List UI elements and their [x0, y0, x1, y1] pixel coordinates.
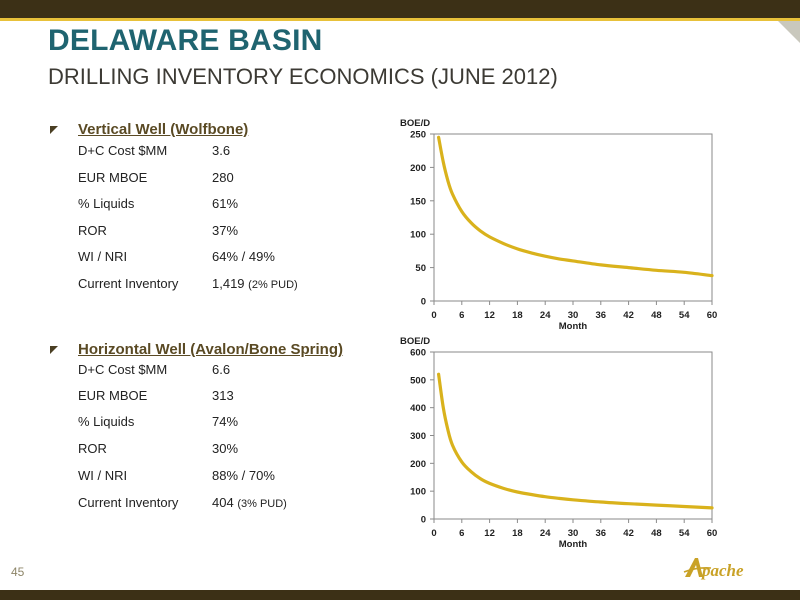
x-tick-label: 12: [484, 310, 495, 321]
x-tick-label: 30: [568, 528, 579, 539]
x-tick-label: 54: [679, 310, 690, 321]
x-tick-label: 6: [459, 310, 464, 321]
row-value: 1,419 (2% PUD): [212, 276, 298, 291]
row-note: (3% PUD): [237, 498, 287, 510]
table-row: ROR 30%: [78, 441, 378, 461]
table-row: D+C Cost $MM 3.6: [78, 143, 378, 163]
x-tick-label: 42: [623, 528, 634, 539]
x-tick-label: 30: [568, 310, 579, 321]
row-label: ROR: [78, 441, 107, 456]
table-row: Current Inventory 1,419 (2% PUD): [78, 276, 378, 296]
row-value: 74%: [212, 414, 239, 429]
row-label: Current Inventory: [78, 276, 179, 291]
row-label: D+C Cost $MM: [78, 143, 168, 158]
bottom-bar: [0, 590, 800, 600]
x-tick-label: 54: [679, 528, 690, 539]
y-tick-label: 500: [410, 375, 426, 386]
y-tick-label: 100: [410, 230, 426, 241]
x-tick-label: 48: [651, 528, 662, 539]
table-row: WI / NRI 64% / 49%: [78, 249, 378, 269]
bullet-icon: [50, 126, 58, 134]
horizontal-well-decline-chart: 0 100 200 300 400 500 600 0 6 12 18 24 30 36 42 48 54 60 B…: [400, 336, 718, 550]
x-tick-label: 18: [512, 528, 523, 539]
row-value: 88% / 70%: [212, 468, 275, 483]
row-label: ROR: [78, 223, 107, 238]
plot-area: [433, 351, 713, 520]
row-value: 404 (3% PUD): [212, 495, 287, 510]
row-value: 313: [212, 388, 234, 403]
row-value: 30%: [212, 441, 239, 456]
top-bar: [0, 0, 800, 18]
row-label: D+C Cost $MM: [78, 362, 168, 377]
y-tick-label: 0: [421, 515, 426, 526]
row-value: 37%: [212, 223, 239, 238]
row-label: WI / NRI: [78, 468, 128, 483]
row-label: EUR MBOE: [78, 170, 148, 185]
row-note: (2% PUD): [248, 279, 298, 291]
y-tick-label: 150: [410, 196, 426, 207]
row-label: Current Inventory: [78, 495, 179, 510]
y-tick-label: 50: [415, 263, 426, 274]
y-axis-label: BOE/D: [400, 336, 430, 347]
x-tick-label: 36: [596, 528, 607, 539]
x-tick-label: 6: [459, 528, 464, 539]
top-accent-line: [0, 18, 800, 21]
row-label: % Liquids: [78, 414, 135, 429]
table-row: D+C Cost $MM 6.6: [78, 362, 378, 382]
x-tick-label: 12: [484, 528, 495, 539]
section-title-horizontal: Horizontal Well (Avalon/Bone Spring): [78, 341, 344, 358]
series-line: [437, 372, 714, 510]
y-tick-label: 300: [410, 431, 426, 442]
table-row: % Liquids 61%: [78, 196, 378, 216]
x-tick-label: 60: [707, 310, 718, 321]
page-subtitle: DRILLING INVENTORY ECONOMICS (JUNE 2012): [48, 64, 558, 89]
row-label: EUR MBOE: [78, 388, 148, 403]
y-tick-label: 200: [410, 459, 426, 470]
y-tick-label: 0: [421, 297, 426, 308]
table-row: % Liquids 74%: [78, 414, 378, 434]
x-tick-label: 24: [540, 310, 551, 321]
logo-text: pache: [700, 561, 744, 580]
y-tick-label: 250: [410, 130, 426, 141]
row-value: 3.6: [212, 143, 231, 158]
row-value: 61%: [212, 196, 239, 211]
row-value: 280: [212, 170, 234, 185]
x-axis-label: Month: [559, 539, 588, 550]
y-tick-label: 100: [410, 487, 426, 498]
x-tick-label: 48: [651, 310, 662, 321]
plot-area: [433, 133, 713, 302]
x-tick-label: 0: [431, 528, 436, 539]
y-tick-label: 200: [410, 163, 426, 174]
y-tick-label: 600: [410, 348, 426, 359]
corner-fold: [778, 21, 800, 43]
x-axis-label: Month: [559, 321, 588, 332]
table-row: EUR MBOE 313: [78, 388, 378, 408]
table-row: Current Inventory 404 (3% PUD): [78, 495, 378, 515]
row-value: 6.6: [212, 362, 231, 377]
row-value: 64% / 49%: [212, 249, 275, 264]
row-label: % Liquids: [78, 196, 135, 211]
section-title-vertical: Vertical Well (Wolfbone): [78, 121, 249, 138]
row-label: WI / NRI: [78, 249, 128, 264]
vertical-well-decline-chart: 0 50 100 150 200 250 0 6 12 18 24 30 36 42 48 54 60 BOE/D…: [400, 118, 718, 332]
table-row: WI / NRI 88% / 70%: [78, 468, 378, 488]
series-line: [437, 135, 714, 278]
x-tick-label: 24: [540, 528, 551, 539]
x-tick-label: 18: [512, 310, 523, 321]
x-tick-label: 42: [623, 310, 634, 321]
page-number: 45: [11, 565, 25, 579]
x-tick-label: 60: [707, 528, 718, 539]
table-row: ROR 37%: [78, 223, 378, 243]
y-tick-label: 400: [410, 403, 426, 414]
bullet-icon: [50, 346, 58, 354]
x-tick-label: 36: [596, 310, 607, 321]
page-title: DELAWARE BASIN: [48, 24, 323, 57]
x-tick-label: 0: [431, 310, 436, 321]
y-axis-label: BOE/D: [400, 118, 430, 129]
apache-logo: pache: [683, 558, 744, 580]
table-row: EUR MBOE 280: [78, 170, 378, 190]
